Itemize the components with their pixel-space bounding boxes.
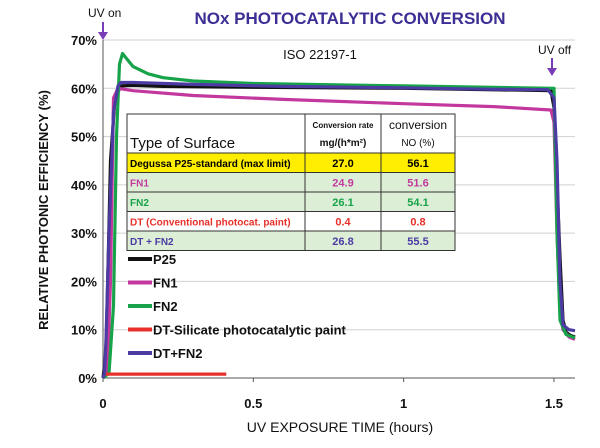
- table-row: [126, 172, 456, 193]
- y-tick-label: 20%: [71, 274, 97, 289]
- uv-on-arrow-icon: [98, 22, 108, 40]
- x-tick-label: 1: [400, 396, 407, 411]
- x-axis-label: UV EXPOSURE TIME (hours): [247, 419, 433, 435]
- table-cell-rate: 26.1: [332, 197, 353, 209]
- legend-entry: FN2: [153, 299, 178, 314]
- legend: P25 FN1 FN2 DT-Silicate photocatalytic pain…: [128, 252, 347, 361]
- table-cell-conversion: 56.1: [407, 158, 428, 170]
- y-tick-label: 10%: [71, 323, 97, 338]
- uv-off-label: UV off: [538, 43, 572, 57]
- table-unit-conversion: NO (%): [401, 138, 434, 149]
- y-tick-label: 0%: [78, 371, 97, 386]
- series-line-5: [101, 80, 576, 379]
- table-cell-rate: 24.9: [332, 178, 353, 190]
- y-tick-label: 70%: [71, 33, 97, 48]
- table-header-bg: [126, 113, 456, 154]
- table-header-surface: Type of Surface: [130, 135, 235, 152]
- x-tick-label: 0: [99, 396, 106, 411]
- y-tick-label: 50%: [71, 130, 97, 145]
- chart-subtitle: ISO 22197-1: [283, 47, 357, 62]
- table-cell-rate: 26.8: [332, 236, 353, 248]
- y-tick-label: 30%: [71, 226, 97, 241]
- legend-entry: P25: [153, 252, 176, 267]
- axes: [102, 40, 575, 379]
- table-cell-rate: 0.4: [335, 217, 351, 229]
- table-cell-conversion: 51.6: [407, 178, 428, 190]
- table-cell-surface: FN2: [130, 198, 149, 209]
- table-cell-surface: DT + FN2: [130, 237, 174, 248]
- table-cell-surface: Degussa P25-standard (max limit): [130, 159, 291, 170]
- inset-table: Type of Surface Conversion rate mg/(h*m²) c…: [126, 113, 456, 251]
- table-header-rate: Conversion rate: [313, 121, 374, 130]
- table-cell-conversion: 55.5: [407, 236, 428, 248]
- uv-off-arrow-icon: [547, 58, 557, 76]
- series-layer: [101, 51, 576, 380]
- y-tick-label: 60%: [71, 81, 97, 96]
- table-cell-surface: FN1: [130, 179, 149, 190]
- chart-title: NOx PHOTOCATALYTIC CONVERSION: [194, 9, 505, 28]
- table-cell-surface: DT (Conventional photocat. paint): [130, 218, 291, 229]
- table-cell-conversion: 0.8: [410, 217, 425, 229]
- table-unit-rate: mg/(h*m²): [320, 138, 367, 149]
- y-axis-label: RELATIVE PHOTONIC EFFICIENCY (%): [36, 90, 51, 330]
- table-header-conversion: conversion: [389, 118, 447, 132]
- legend-entry: DT+FN2: [153, 346, 202, 361]
- legend-entry: DT-Silicate photocatalytic paint: [153, 323, 347, 338]
- table-cell-conversion: 54.1: [407, 197, 428, 209]
- legend-entry: FN1: [153, 276, 178, 291]
- uv-on-label: UV on: [88, 6, 121, 20]
- x-tick-label: 0.5: [244, 396, 262, 411]
- series-line-3: [102, 51, 576, 380]
- table-row: [126, 230, 456, 251]
- x-tick-label: 1.5: [545, 396, 563, 411]
- y-tick-label: 40%: [71, 178, 97, 193]
- table-cell-rate: 27.0: [332, 158, 353, 170]
- table-row: [126, 191, 456, 212]
- tick-labels: 0% 10% 20% 30% 40% 50% 60% 70% 0 0.5 1 1.5: [71, 33, 563, 411]
